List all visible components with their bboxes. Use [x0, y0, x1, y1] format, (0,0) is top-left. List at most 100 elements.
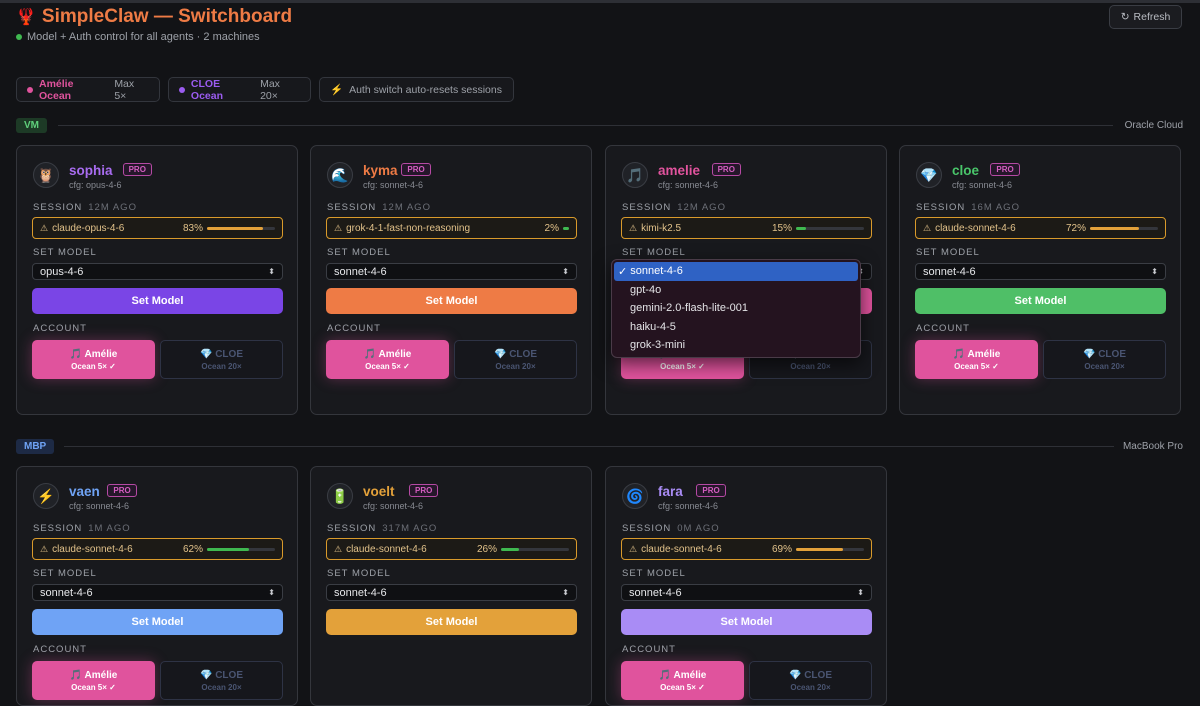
warning-icon: ⚠	[40, 222, 49, 233]
account-amelie-plan: Ocean 5× ✓	[954, 361, 999, 371]
select-arrows-icon: ⬍	[268, 588, 275, 597]
model-select[interactable]: opus-4-6 ⬍	[32, 263, 283, 280]
account-amelie-name: 🎵 Amélie	[69, 669, 118, 681]
refresh-icon: ↻	[1120, 11, 1130, 23]
set-model-button[interactable]: Set Model	[326, 288, 577, 314]
account-pill-cloe: CLOE Ocean Max 20×	[168, 77, 311, 102]
account-button-cloe[interactable]: 💎 CLOE Ocean 20×	[1043, 340, 1166, 379]
avatar-glyph: 🌊	[331, 166, 349, 183]
top-border	[0, 0, 1200, 3]
model-select[interactable]: sonnet-4-6 ⬍	[621, 584, 872, 601]
pro-badge: PRO	[401, 163, 431, 176]
account-cloe-plan: Ocean 20×	[495, 361, 536, 371]
cloe-dot-icon	[179, 86, 185, 93]
dropdown-option[interactable]: grok-3-mini	[614, 336, 858, 355]
model-select[interactable]: sonnet-4-6 ⬍	[326, 584, 577, 601]
section-host-vm: Oracle Cloud	[1124, 120, 1183, 131]
pro-badge: PRO	[990, 163, 1020, 176]
account-cloe-plan: Ocean 20×	[1084, 361, 1125, 371]
account-amelie-plan: Ocean 5× ✓	[660, 361, 705, 371]
avatar-glyph: ⚡	[37, 487, 55, 504]
section-tag-vm: VM	[16, 118, 47, 133]
session-label: SESSION 12M AGO	[622, 202, 726, 213]
dropdown-option[interactable]: haiku-4-5	[614, 318, 858, 337]
account-cloe-name: 💎 CLOE	[788, 669, 832, 681]
agent-avatar-icon: 🦉	[33, 162, 59, 188]
session-usage-bar	[207, 547, 275, 551]
session-model: grok-4-1-fast-non-reasoning	[346, 222, 471, 234]
model-dropdown-menu[interactable]: ✓ sonnet-4-6 gpt-4o gemini-2.0-flash-lite-0…	[611, 259, 861, 358]
section-divider-vm	[58, 125, 1113, 126]
account-button-cloe[interactable]: 💎 CLOE Ocean 20×	[160, 340, 283, 379]
model-select[interactable]: sonnet-4-6 ⬍	[326, 263, 577, 280]
auth-note-text: Auth switch auto-resets sessions	[349, 83, 502, 96]
set-model-button[interactable]: Set Model	[32, 288, 283, 314]
agent-config: cfg: sonnet-4-6	[658, 501, 719, 511]
model-select-value: sonnet-4-6	[40, 586, 93, 599]
session-age: 0M AGO	[677, 523, 720, 534]
dropdown-option[interactable]: gpt-4o	[614, 281, 858, 300]
account-label: ACCOUNT	[916, 323, 970, 334]
session-box: ⚠ claude-sonnet-4-6 62%	[32, 538, 283, 560]
dropdown-option[interactable]: ✓ sonnet-4-6	[614, 262, 858, 281]
agent-card-fara: 🌀 fara PRO cfg: sonnet-4-6 SESSION 0M AGO…	[605, 466, 887, 706]
account-button-cloe[interactable]: 💎 CLOE Ocean 20×	[454, 340, 577, 379]
amelie-pill-plan: Max 5×	[114, 77, 135, 102]
account-pill-amelie: Amélie Ocean Max 5×	[16, 77, 160, 102]
pro-badge: PRO	[122, 163, 152, 176]
account-cloe-plan: Ocean 20×	[790, 682, 831, 692]
session-usage-bar	[501, 547, 569, 551]
model-select-value: sonnet-4-6	[629, 586, 682, 599]
session-label: SESSION 16M AGO	[916, 202, 1020, 213]
account-button-amelie[interactable]: 🎵 Amélie Ocean 5× ✓	[915, 340, 1038, 379]
session-usage-fill	[501, 547, 519, 551]
warning-icon: ⚠	[923, 222, 932, 233]
dropdown-option-label: gpt-4o	[630, 283, 662, 296]
model-select-value: sonnet-4-6	[923, 265, 976, 278]
session-age: 1M AGO	[88, 523, 131, 534]
dropdown-option-label: gemini-2.0-flash-lite-001	[630, 302, 748, 315]
model-select-value: sonnet-4-6	[334, 265, 387, 278]
refresh-button[interactable]: ↻ Refresh	[1109, 5, 1182, 29]
account-button-cloe[interactable]: 💎 CLOE Ocean 20×	[160, 661, 283, 700]
agent-config: cfg: sonnet-4-6	[69, 501, 130, 511]
account-button-amelie[interactable]: 🎵 Amélie Ocean 5× ✓	[621, 661, 744, 700]
agent-avatar-icon: 🌀	[622, 483, 648, 509]
avatar-glyph: 💎	[920, 166, 938, 183]
agent-name: fara	[658, 484, 683, 499]
account-button-amelie[interactable]: 🎵 Amélie Ocean 5× ✓	[32, 340, 155, 379]
account-button-amelie[interactable]: 🎵 Amélie Ocean 5× ✓	[326, 340, 449, 379]
agent-avatar-icon: 🌊	[327, 162, 353, 188]
avatar-glyph: 🦉	[37, 166, 55, 183]
session-usage-fill	[796, 547, 843, 551]
account-button-amelie[interactable]: 🎵 Amélie Ocean 5× ✓	[32, 661, 155, 700]
select-arrows-icon: ⬍	[1151, 267, 1158, 276]
account-label: ACCOUNT	[33, 644, 87, 655]
session-usage-bar	[796, 547, 864, 551]
model-select[interactable]: sonnet-4-6 ⬍	[915, 263, 1166, 280]
account-cloe-plan: Ocean 20×	[201, 361, 242, 371]
session-model: claude-sonnet-4-6	[935, 222, 1016, 234]
pro-badge: PRO	[107, 484, 137, 497]
account-button-cloe[interactable]: 💎 CLOE Ocean 20×	[749, 661, 872, 700]
set-model-button[interactable]: Set Model	[621, 609, 872, 635]
session-label-text: SESSION	[622, 202, 672, 213]
session-usage-bar	[796, 226, 864, 230]
session-box: ⚠ claude-opus-4-6 83%	[32, 217, 283, 239]
model-select[interactable]: sonnet-4-6 ⬍	[32, 584, 283, 601]
status-dot-icon	[16, 34, 22, 40]
set-model-button[interactable]: Set Model	[32, 609, 283, 635]
session-age: 12M AGO	[382, 202, 431, 213]
auth-note-pill: ⚡ Auth switch auto-resets sessions	[319, 77, 514, 102]
session-age: 317M AGO	[382, 523, 438, 534]
set-model-button[interactable]: Set Model	[915, 288, 1166, 314]
dropdown-option[interactable]: gemini-2.0-flash-lite-001	[614, 299, 858, 318]
account-cloe-plan: Ocean 20×	[201, 682, 242, 692]
lobster-icon: 🦞	[16, 9, 36, 26]
section-host-mbp: MacBook Pro	[1122, 441, 1183, 452]
set-model-button[interactable]: Set Model	[326, 609, 577, 635]
session-label-text: SESSION	[622, 523, 672, 534]
pro-badge: PRO	[696, 484, 726, 497]
account-amelie-plan: Ocean 5× ✓	[660, 682, 705, 692]
set-model-label: SET MODEL	[916, 247, 980, 258]
